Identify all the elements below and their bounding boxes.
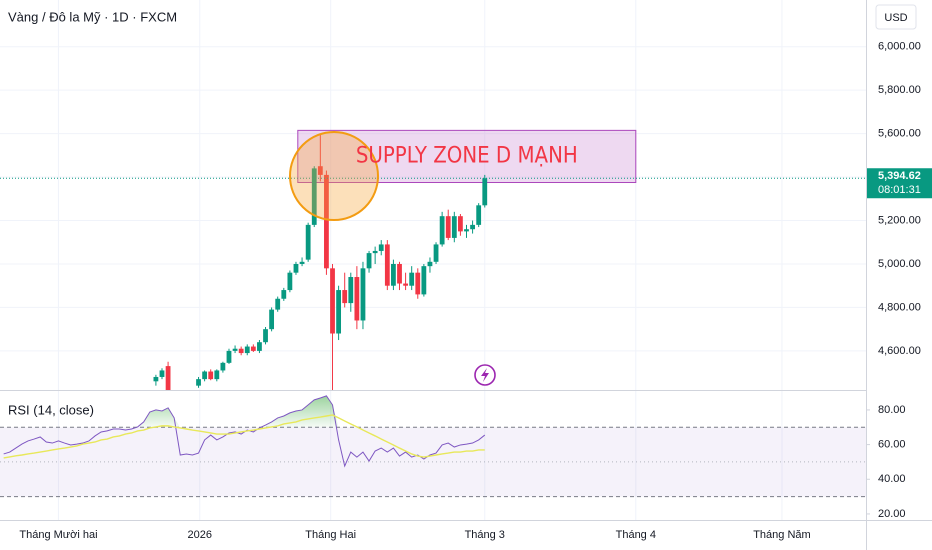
x-tick-label: Tháng 3 (465, 529, 505, 541)
candle-body (293, 263, 299, 273)
candle-body (159, 370, 165, 377)
candle-body (458, 216, 463, 232)
chart-title: Vàng / Đô la Mỹ · 1D · FXCM (8, 9, 177, 24)
candle-body (360, 268, 366, 321)
price-pane (0, 129, 866, 390)
candle-body (238, 348, 244, 354)
candle-body (305, 224, 311, 260)
candle-body (257, 342, 262, 351)
candle-body (220, 362, 226, 371)
candle-body (433, 244, 439, 262)
y-tick-label: 6,000.00 (878, 41, 921, 53)
candle-body (409, 272, 415, 286)
candle-body (342, 290, 348, 304)
candle-body (324, 174, 329, 269)
alert-icon[interactable] (474, 364, 496, 386)
candle-body (232, 348, 238, 351)
candle-body (397, 263, 402, 284)
rsi-title: RSI (14, close) (8, 402, 94, 417)
y-tick-label: 60.00 (878, 439, 906, 451)
y-tick-label: 20.00 (878, 508, 906, 520)
candle-body (451, 216, 457, 238)
rsi-pane (0, 395, 866, 498)
x-tick-label: Tháng Mười hai (19, 529, 97, 541)
last-price-box (867, 168, 932, 199)
y-tick-label: 40.00 (878, 473, 906, 485)
candle-body (384, 244, 390, 286)
grid (0, 0, 866, 520)
x-tick-label: Tháng Hai (305, 529, 356, 541)
last-price-label: 5,394.62 (878, 170, 921, 182)
candle-body (378, 244, 384, 251)
candle-body (244, 346, 250, 354)
x-tick-label: Tháng 4 (616, 529, 656, 541)
currency-box[interactable] (875, 4, 917, 30)
candle-body (153, 376, 159, 382)
candle-body (482, 178, 488, 206)
candle-body (464, 229, 469, 232)
candle-body (372, 250, 378, 254)
candle-body (263, 329, 268, 343)
candle-body (476, 205, 482, 225)
candle-body (196, 379, 201, 386)
x-tick-label: 2026 (188, 529, 212, 541)
candle-body (311, 168, 317, 225)
y-tick-label: 5,000.00 (878, 258, 921, 270)
rsi-ma-line (3, 414, 485, 459)
highlight-circle (289, 131, 379, 221)
candle-body (391, 263, 396, 286)
candle-body (445, 216, 451, 238)
candle-body (250, 346, 256, 351)
candle-body (226, 350, 232, 363)
candle-body (330, 268, 335, 334)
annotation-text: SUPPLY ZONE D MẠNH (356, 143, 578, 168)
candle-body (421, 266, 427, 295)
candle-body (336, 290, 342, 334)
candle-body (208, 371, 214, 380)
y-tick-label: 4,600.00 (878, 345, 921, 357)
candle-body (415, 272, 421, 295)
candle-body (214, 370, 220, 380)
candle-body (202, 371, 208, 380)
candle-body (354, 277, 360, 321)
candle-body (470, 224, 475, 230)
y-tick-label: 4,800.00 (878, 301, 921, 313)
candle-body (366, 253, 372, 269)
currency[interactable]: USD (884, 12, 907, 24)
candle-body (427, 261, 433, 267)
y-tick-label: 5,200.00 (878, 214, 921, 226)
y-tick-label: 80.00 (878, 404, 906, 416)
axes: Tháng Mười hai 2026 Tháng Hai Tháng 3 Tháng … (19, 41, 932, 541)
candle-body (439, 216, 445, 245)
candle-body (275, 298, 281, 310)
x-tick-label: Tháng Năm (753, 529, 810, 541)
y-tick-label: 5,600.00 (878, 128, 921, 140)
candle-body (403, 283, 408, 286)
candle-body (299, 261, 305, 264)
countdown: 08:01:31 (878, 184, 921, 196)
candle-body (348, 277, 354, 304)
candle-body (269, 309, 275, 330)
y-tick-label: 5,800.00 (878, 84, 921, 96)
candle-body (165, 366, 171, 390)
candle-body (281, 290, 287, 299)
candle-body (317, 166, 323, 175)
candle-body (287, 272, 293, 291)
supply-zone (297, 129, 637, 184)
